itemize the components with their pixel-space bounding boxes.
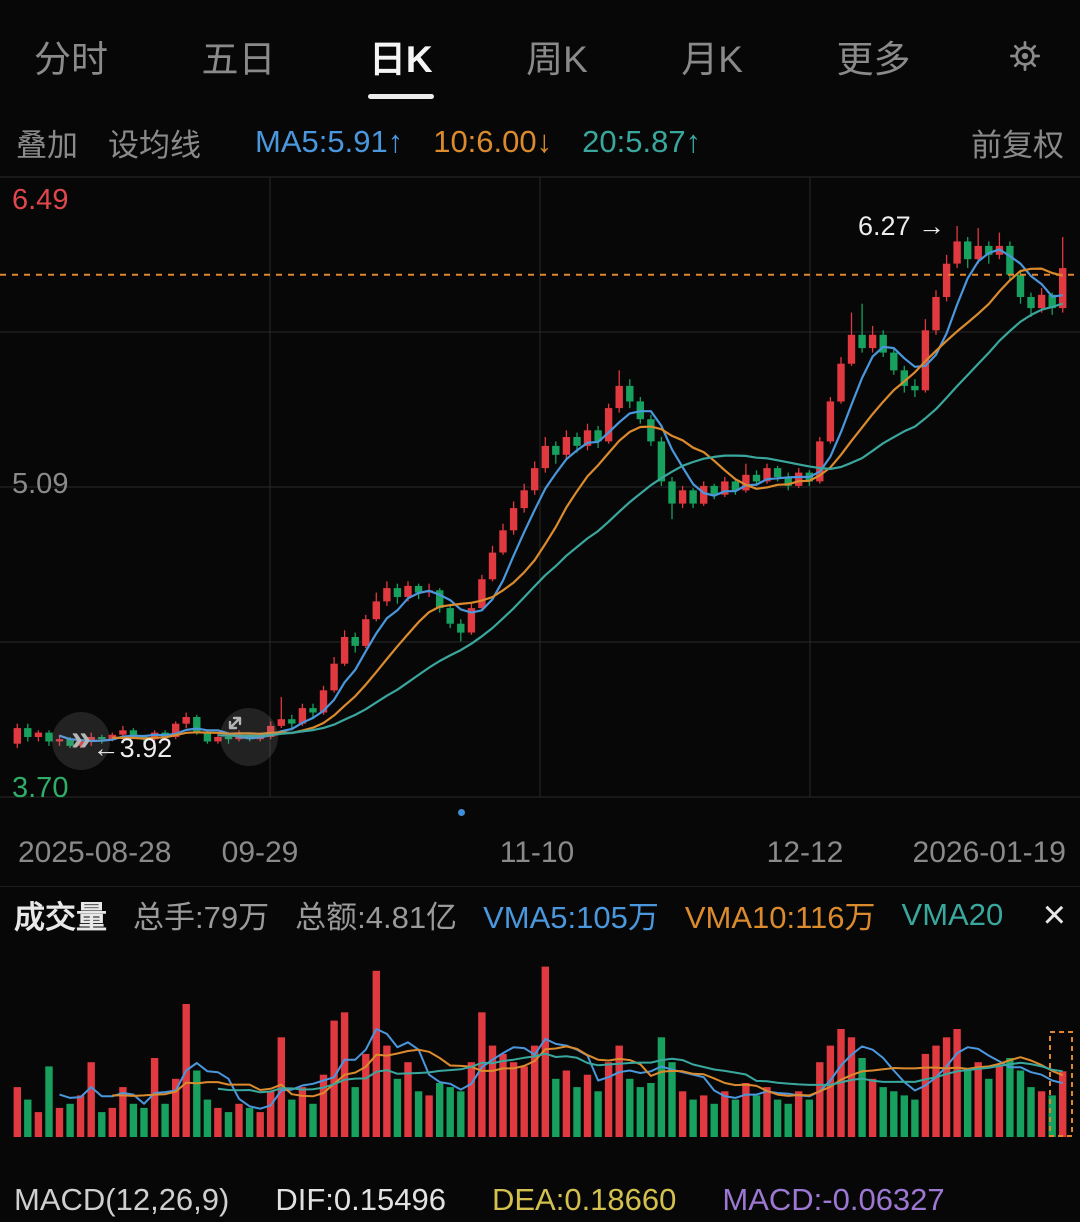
tab-weekly-k[interactable]: 周K bbox=[526, 39, 588, 80]
x-tick-0: 2025-08-28 bbox=[18, 836, 172, 869]
total-amount-readout: 总额:4.81亿 bbox=[295, 900, 458, 935]
settings-gear-icon[interactable] bbox=[1004, 35, 1046, 77]
candlestick-chart[interactable]: 6.27 → ←3.92 6.49 5.09 3.70 » bbox=[0, 172, 1080, 824]
dif-readout: DIF:0.15496 bbox=[275, 1182, 446, 1217]
tab-daily-k[interactable]: 日K bbox=[369, 29, 433, 83]
diagonal-arrows-icon bbox=[228, 716, 242, 730]
volume-header: 成交量 总手:79万 总额:4.81亿 VMA5:105万 VMA10:116万… bbox=[0, 886, 1080, 942]
x-axis: 2025-08-28 09-29 11-10 12-12 2026-01-19 bbox=[0, 824, 1080, 886]
y-axis-mid-label: 5.09 bbox=[12, 468, 69, 500]
overlay-button[interactable]: 叠加 bbox=[16, 127, 78, 163]
macd-title: MACD(12,26,9) bbox=[14, 1182, 230, 1217]
tab-five-day[interactable]: 五日 bbox=[201, 39, 276, 80]
macd-readout: MACD:-0.06327 bbox=[722, 1182, 945, 1217]
dea-readout: DEA:0.18660 bbox=[491, 1182, 677, 1217]
y-axis-min-label: 3.70 bbox=[12, 772, 69, 804]
ma10-readout: 10:6.00↓ bbox=[433, 124, 553, 159]
indicator-toolbar: 叠加 设均线 MA5:5.91↑ 10:6.00↓ 20:5.87↑ 前复权 bbox=[0, 112, 1080, 172]
fast-forward-button[interactable]: » bbox=[52, 712, 110, 770]
volume-title: 成交量 bbox=[14, 900, 107, 935]
tab-minute[interactable]: 分时 bbox=[34, 39, 108, 80]
svg-text:6.27 →: 6.27 → bbox=[858, 211, 945, 241]
adjust-mode-button[interactable]: 前复权 bbox=[971, 127, 1064, 163]
x-tick-3: 12-12 bbox=[766, 836, 844, 869]
x-tick-1: 09-29 bbox=[221, 836, 299, 869]
expand-button[interactable] bbox=[220, 708, 278, 766]
vma10-readout: VMA10:116万 bbox=[684, 900, 876, 935]
ma-setting-button[interactable]: 设均线 bbox=[108, 127, 201, 163]
y-axis-max-label: 6.49 bbox=[12, 184, 69, 216]
candlestick-svg[interactable]: 6.27 → ←3.92 bbox=[0, 172, 1080, 824]
tab-monthly-k[interactable]: 月K bbox=[681, 39, 743, 80]
vma20-readout: VMA20 bbox=[901, 896, 1004, 932]
fast-forward-icon: » bbox=[70, 717, 92, 758]
period-tabs: 分时 五日 日K 周K 月K 更多 bbox=[0, 0, 1080, 112]
x-tick-4: 2026-01-19 bbox=[912, 836, 1066, 869]
macd-bar: MACD(12,26,9) DIF:0.15496 DEA:0.18660 MA… bbox=[0, 1170, 1080, 1222]
vma5-readout: VMA5:105万 bbox=[483, 900, 659, 935]
close-icon[interactable]: × bbox=[1042, 892, 1066, 937]
volume-svg[interactable] bbox=[0, 942, 1080, 1140]
tab-more[interactable]: 更多 bbox=[836, 39, 911, 80]
volume-chart[interactable] bbox=[0, 942, 1080, 1140]
ma20-readout: 20:5.87↑ bbox=[582, 124, 702, 159]
total-hands-readout: 总手:79万 bbox=[133, 900, 270, 935]
event-dot-icon bbox=[458, 809, 465, 816]
ma5-readout: MA5:5.91↑ bbox=[255, 124, 404, 159]
x-tick-2: 11-10 bbox=[499, 836, 575, 869]
svg-text:←3.92: ←3.92 bbox=[93, 733, 173, 763]
